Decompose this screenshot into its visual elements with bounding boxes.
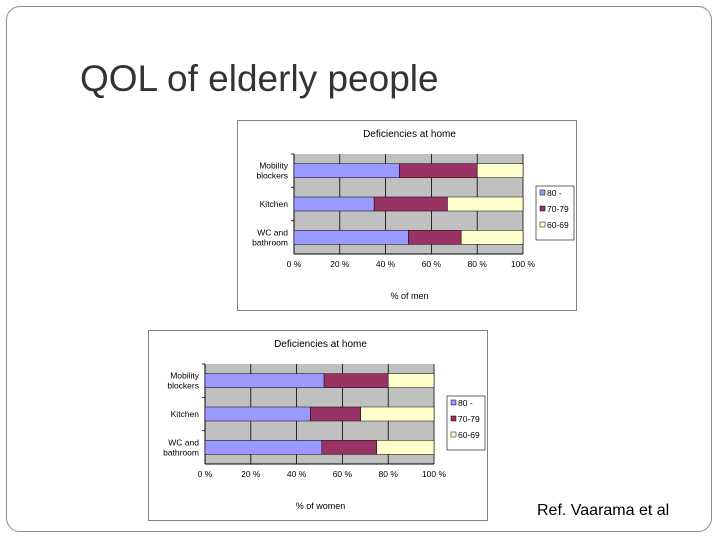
chart-1-category-label: WC and	[257, 227, 288, 237]
chart-2-x-tick-label: 60 %	[333, 469, 353, 479]
chart-2-legend-swatch	[450, 431, 457, 438]
chart-2-category-label: Kitchen	[171, 409, 200, 419]
chart-1-legend-label: 80 -	[547, 188, 562, 198]
chart-2-legend-label: 70-79	[458, 414, 480, 424]
chart-1-x-label: % of men	[390, 291, 428, 301]
chart-2-x-label: % of women	[296, 501, 346, 511]
chart-1-category-label: blockers	[256, 171, 288, 181]
chart-2-legend-label: 80 -	[458, 398, 473, 408]
chart-2-legend-swatch	[450, 399, 457, 406]
chart-2-x-tick-label: 40 %	[287, 469, 307, 479]
chart-2-bar-1	[204, 440, 323, 455]
chart-2-category-label: bathroom	[163, 447, 199, 457]
chart-2-bar-2	[310, 406, 361, 422]
chart-1-legend-label: 60-69	[547, 220, 569, 230]
chart-2-category-label: blockers	[167, 381, 199, 391]
reference-text: Ref. Vaarama et al	[537, 502, 670, 519]
chart-men-svg: Deficiencies at home 0 % 20 % 40 % 60 % 80 % 1…	[252, 129, 575, 301]
chart-2-bar-1	[204, 406, 311, 422]
chart-2-x-tick-label: 0 %	[198, 469, 213, 479]
chart-2-category-label: WC and	[168, 437, 199, 447]
chart-1-bar-2	[373, 196, 448, 212]
chart-1-x-tick-label: 80 %	[468, 259, 488, 269]
chart-men-deficiencies: Deficiencies at home 0 % 20 % 40 % 60 % 80 % 1…	[237, 120, 577, 311]
chart-1-title: Deficiencies at home	[363, 129, 456, 140]
chart-1-x-tick-label: 40 %	[376, 259, 396, 269]
chart-1-legend-swatch	[539, 205, 546, 212]
chart-1-bar-1	[293, 230, 409, 245]
chart-1-legend	[535, 185, 575, 241]
chart-2-bar-2	[323, 373, 389, 388]
chart-1-category-label: bathroom	[252, 237, 288, 247]
chart-women-deficiencies: Deficiencies at home 0 % 20 % 40 % 60 % 80 % 1…	[148, 330, 488, 521]
chart-2-category-label: Mobility	[170, 371, 200, 381]
chart-1-legend-swatch	[539, 221, 546, 228]
chart-2-bar-1	[204, 373, 325, 388]
chart-1-legend-swatch	[539, 189, 546, 196]
chart-2-x-tick-label: 80 %	[379, 469, 399, 479]
chart-2-bar-3	[360, 406, 435, 422]
chart-2-legend-label: 60-69	[458, 430, 480, 440]
chart-1-bar-1	[293, 163, 400, 178]
slide-title: QOL of elderly people	[80, 58, 439, 99]
chart-1-bar-3	[447, 196, 524, 212]
chart-2-x-tick-label: 100 %	[422, 469, 447, 479]
chart-1-category-label: Mobility	[259, 161, 289, 171]
chart-1-bar-1	[293, 196, 375, 212]
chart-2-bar-3	[387, 373, 435, 388]
chart-1-bar-2	[408, 230, 462, 245]
chart-1-x-tick-label: 100 %	[511, 259, 536, 269]
chart-1-x-tick-label: 0 %	[287, 259, 302, 269]
chart-2-legend-swatch	[450, 415, 457, 422]
chart-1-bar-3	[476, 163, 524, 178]
chart-1-bar-2	[399, 163, 478, 178]
chart-women-svg: Deficiencies at home 0 % 20 % 40 % 60 % 80 % 1…	[163, 339, 486, 511]
chart-1-legend-label: 70-79	[547, 204, 569, 214]
chart-2-x-tick-label: 20 %	[241, 469, 261, 479]
chart-1-x-tick-label: 60 %	[422, 259, 442, 269]
chart-1-bar-3	[460, 230, 524, 245]
chart-2-bar-3	[376, 440, 435, 455]
chart-2-title: Deficiencies at home	[274, 339, 367, 350]
chart-1-category-label: Kitchen	[260, 199, 289, 209]
chart-2-bar-2	[321, 440, 377, 455]
chart-1-x-tick-label: 20 %	[330, 259, 350, 269]
